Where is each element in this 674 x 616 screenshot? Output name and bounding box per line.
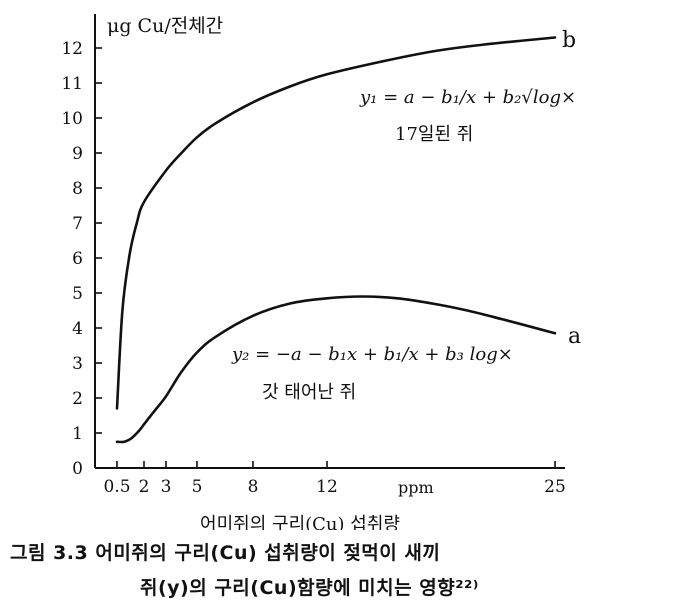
- x-axis-label: 어미쥐의 구리(Cu) 섭취량: [200, 514, 400, 530]
- y-tick-label: 5: [72, 284, 83, 304]
- series-a-annotation: 갓 태어난 쥐: [262, 382, 356, 403]
- series-b-label: b: [562, 28, 576, 53]
- x-tick-label: 2: [139, 477, 150, 497]
- y-tick-label: 10: [61, 109, 83, 129]
- y-tick-label: 3: [72, 354, 83, 374]
- x-tick-label: 8: [248, 477, 259, 497]
- x-tick-label: 25: [544, 477, 566, 497]
- y-tick-label: 12: [61, 39, 83, 59]
- y-tick-label: 4: [72, 319, 83, 339]
- y-tick-label: 7: [72, 214, 83, 234]
- x-tick-label: 12: [316, 477, 338, 497]
- figure-caption-line-2: 쥐(y)의 구리(Cu)함량에 미치는 영향²²⁾: [140, 577, 479, 599]
- x-tick-label: 3: [161, 477, 172, 497]
- y-axis-label: μg Cu/전체간: [107, 15, 223, 37]
- y-tick-label: 9: [72, 144, 83, 164]
- x-tick-label: 0.5: [103, 477, 130, 497]
- y-tick-label: 6: [72, 249, 83, 269]
- series-line-a: [115, 295, 557, 444]
- y-tick-label: 8: [72, 179, 83, 199]
- y-tick-label: 11: [61, 74, 83, 94]
- figure-caption-line-1: 그림 3.3 어미쥐의 구리(Cu) 섭취량이 젖먹이 새끼: [10, 542, 441, 564]
- series-a-label: a: [568, 324, 581, 349]
- y-tick-label: 0: [72, 459, 83, 479]
- axes: [94, 14, 565, 469]
- y-tick-label: 1: [72, 424, 83, 444]
- series-line-b: [115, 36, 557, 410]
- y-tick-label: 2: [72, 389, 83, 409]
- series-b-equation: y₁ = a − b₁/x + b₂√log×: [359, 87, 576, 108]
- series-b-annotation: 17일된 쥐: [395, 124, 473, 145]
- series-a-equation: y₂ = −a − b₁x + b₁/x + b₃ log×: [231, 344, 513, 365]
- x-tick-label: 5: [192, 477, 203, 497]
- series-curves: [115, 36, 557, 444]
- x-axis-ticks: 0.5 2 3 5 8 12 25: [103, 461, 566, 497]
- x-axis-unit: ppm: [398, 478, 434, 497]
